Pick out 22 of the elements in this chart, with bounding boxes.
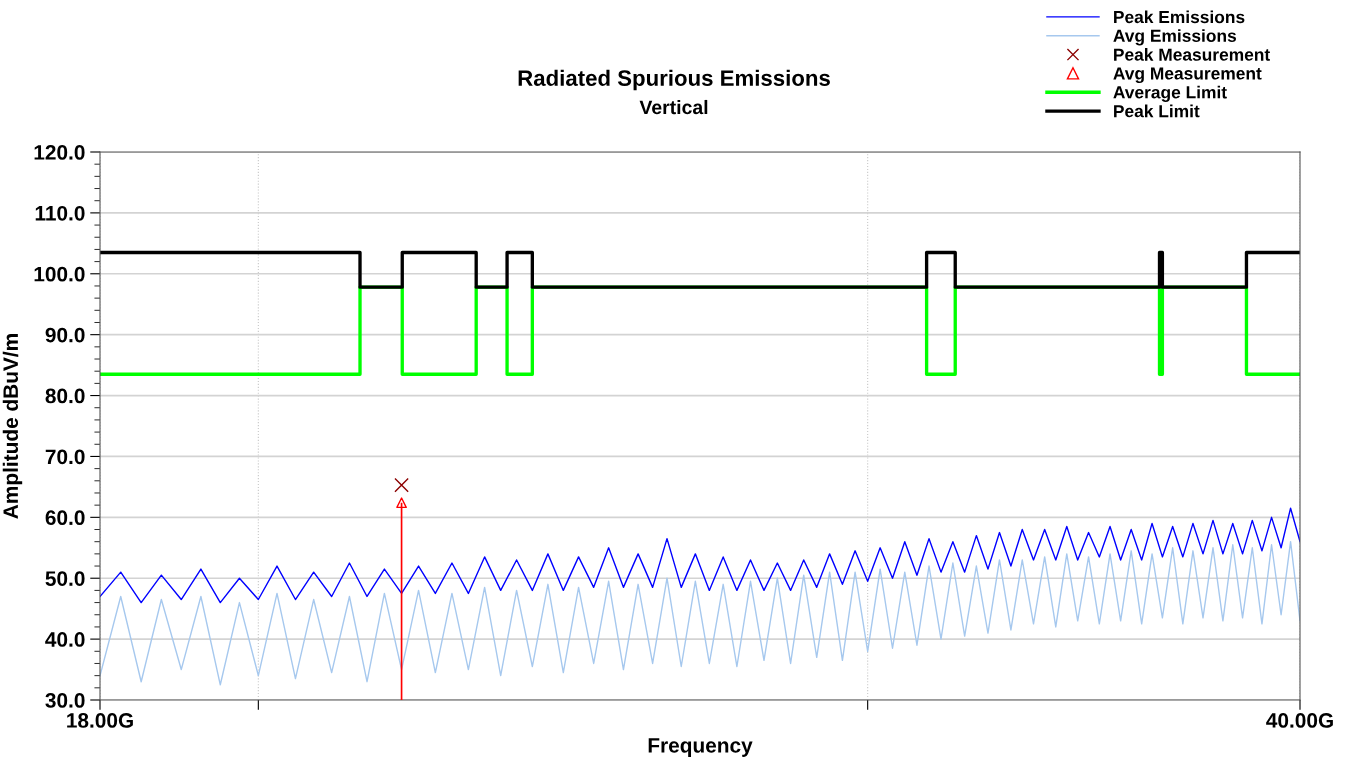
y-tick-label: 120.0	[34, 145, 85, 160]
y-tick-label: 50.0	[45, 571, 85, 586]
legend-label: Avg Measurement	[1113, 67, 1262, 84]
y-tick-label: 40.0	[45, 632, 85, 647]
y-axis-title: Amplitude dBuV/m	[2, 334, 23, 519]
y-tick-label: 70.0	[45, 449, 85, 465]
legend-label: Peak Measurement	[1114, 48, 1270, 61]
y-tick-label: 100.0	[34, 266, 85, 282]
y-tick-label: 80.0	[45, 388, 85, 404]
legend-label: Peak Limit	[1114, 104, 1200, 118]
x-axis-title: Frequency	[648, 738, 753, 757]
y-tick-label: 30.0	[45, 693, 85, 708]
x-tick-label: 18.00G	[67, 713, 133, 728]
y-tick-label: 60.0	[45, 510, 85, 526]
x-tick-label: 40.00G	[1266, 713, 1333, 728]
legend-label: Average Limit	[1113, 85, 1227, 102]
legend-label: Avg Emissions	[1113, 29, 1236, 46]
chart-subtitle: Vertical	[639, 99, 708, 115]
y-tick-label: 90.0	[45, 327, 85, 343]
chart-title: Radiated Spurious Emissions	[518, 69, 830, 91]
legend-label: Peak Emissions	[1114, 10, 1245, 24]
y-tick-label: 110.0	[35, 205, 85, 221]
